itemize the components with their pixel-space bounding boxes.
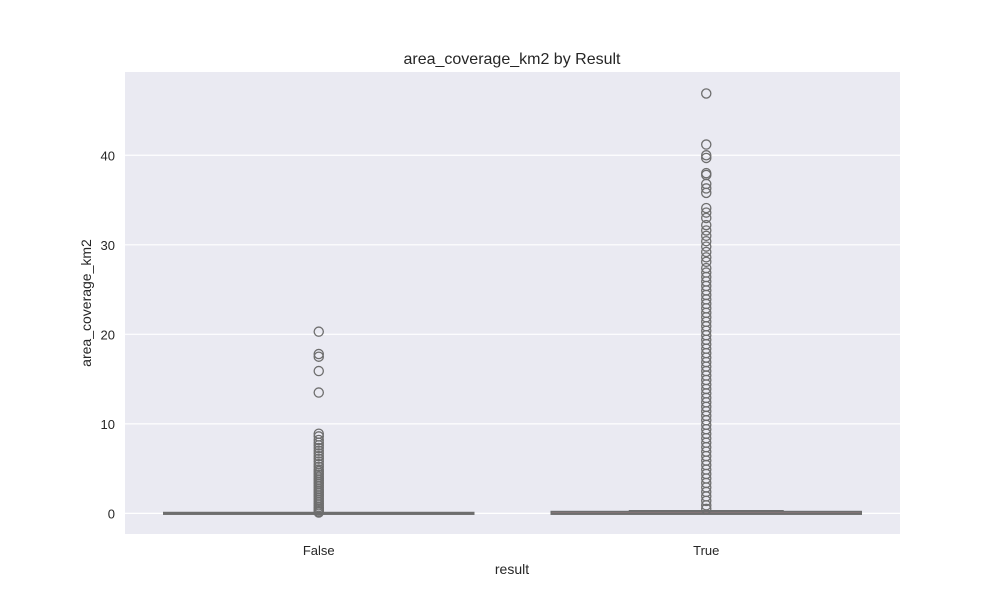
- outlier-point: [313, 453, 324, 465]
- outlier-point: [313, 387, 324, 398]
- y-tick-label: 40: [101, 148, 115, 163]
- outlier-point: [313, 445, 324, 456]
- outlier-point: [701, 212, 712, 224]
- outlier-point: [701, 503, 712, 515]
- plot-background: [125, 72, 900, 534]
- outlier-point: [313, 507, 324, 518]
- y-tick-label: 0: [108, 506, 115, 521]
- outlier-point: [701, 183, 712, 194]
- x-tick-label: False: [303, 543, 335, 558]
- outlier-point: [313, 434, 324, 446]
- outlier-point: [701, 139, 712, 150]
- outlier-point: [701, 219, 712, 231]
- y-tick-label: 10: [101, 417, 115, 432]
- x-axis-label: result: [495, 561, 529, 577]
- x-tick-label: True: [693, 543, 719, 558]
- y-tick-label: 30: [101, 238, 115, 253]
- outlier-point: [313, 351, 324, 362]
- outlier-point: [313, 348, 324, 360]
- outlier-point: [313, 440, 324, 451]
- x-tick-labels: False True: [303, 543, 720, 558]
- outlier-point: [701, 495, 712, 507]
- outlier-point: [701, 252, 712, 263]
- outlier-point: [701, 150, 712, 161]
- outlier-point: [701, 230, 712, 242]
- outlier-point: [313, 365, 324, 377]
- outlier-point: [701, 152, 712, 164]
- outlier-point: [701, 256, 712, 268]
- y-tick-label: 20: [101, 327, 115, 342]
- outlier-point: [701, 225, 712, 236]
- outlier-point: [701, 88, 712, 99]
- outlier-point: [313, 450, 324, 462]
- outlier-point: [701, 241, 712, 252]
- outlier-point: [701, 207, 712, 218]
- y-tick-labels: 0 10 20 30 40: [101, 148, 115, 521]
- outlier-point: [701, 187, 712, 199]
- outlier-point: [313, 437, 324, 448]
- chart-title: area_coverage_km2 by Result: [403, 51, 621, 68]
- outlier-point: [701, 500, 712, 511]
- outliers: [313, 88, 712, 518]
- outlier-point: [313, 442, 324, 454]
- y-axis-label: area_coverage_km2: [78, 239, 94, 367]
- outlier-point: [313, 448, 324, 459]
- outlier-point: [701, 235, 712, 247]
- outlier-point: [313, 326, 324, 337]
